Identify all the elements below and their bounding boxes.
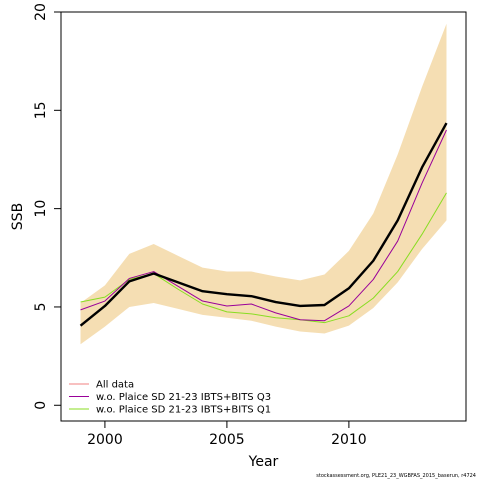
- y-tick-label-15: 15: [33, 101, 49, 119]
- y-tick-label-5: 5: [33, 302, 49, 311]
- x-axis: 2000 2005 2010: [87, 421, 367, 448]
- y-axis: 0 5 10 15 20: [33, 3, 61, 410]
- y-tick-label-20: 20: [33, 3, 49, 21]
- x-tick-label-2010: 2010: [331, 432, 367, 448]
- plot-frame: [60, 11, 467, 422]
- y-tick-label-10: 10: [33, 200, 49, 218]
- x-tick-label-2000: 2000: [87, 432, 123, 448]
- legend-label-1: All data: [96, 380, 134, 391]
- legend-label-2: w.o. Plaice SD 21-23 IBTS+BITS Q3: [96, 392, 271, 403]
- footer-credit: stockassessment.org, PLE21_23_WGBFAS_201…: [316, 473, 476, 479]
- confidence-band: [80, 23, 447, 345]
- x-axis-label: Year: [248, 454, 279, 470]
- series-line-1: [79, 122, 448, 327]
- confidence-band-layer: [80, 23, 447, 345]
- series-line-2: [80, 129, 447, 322]
- y-axis-label: SSB: [10, 203, 26, 230]
- series-layer: [79, 122, 448, 327]
- legend-label-3: w.o. Plaice SD 21-23 IBTS+BITS Q1: [96, 405, 271, 416]
- y-tick-label-0: 0: [33, 401, 49, 410]
- x-tick-label-2005: 2005: [209, 432, 245, 448]
